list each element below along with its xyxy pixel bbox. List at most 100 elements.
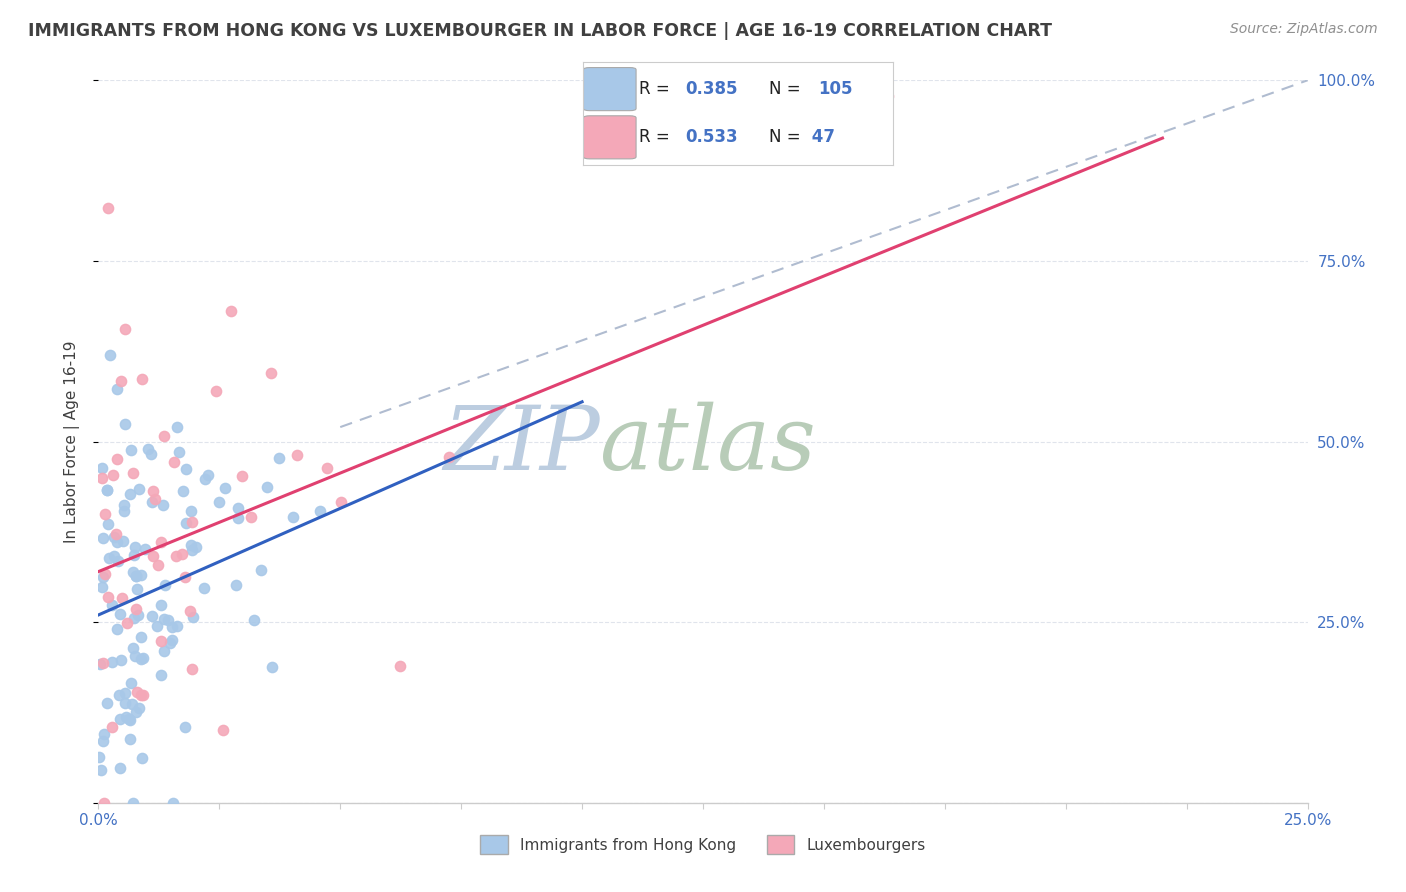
- Point: [122, 641, 145, 656]
- Point: [143, 492, 166, 507]
- Text: IMMIGRANTS FROM HONG KONG VS LUXEMBOURGER IN LABOR FORCE | AGE 16-19 CORRELATION: IMMIGRANTS FROM HONG KONG VS LUXEMBOURGE…: [28, 22, 1052, 40]
- Point: [231, 469, 253, 483]
- Point: [146, 619, 169, 633]
- Point: [256, 480, 278, 494]
- Point: [112, 503, 135, 517]
- Point: [128, 701, 150, 715]
- FancyBboxPatch shape: [583, 116, 636, 159]
- Point: [141, 495, 163, 509]
- Point: [142, 549, 165, 563]
- Point: [124, 602, 146, 616]
- Text: N =: N =: [769, 128, 806, 146]
- Text: Source: ZipAtlas.com: Source: ZipAtlas.com: [1230, 22, 1378, 37]
- Point: [172, 483, 194, 498]
- Point: [110, 374, 132, 388]
- Point: [150, 633, 173, 648]
- Point: [104, 526, 127, 541]
- Point: [121, 697, 143, 711]
- Point: [93, 796, 115, 810]
- Point: [208, 494, 231, 508]
- Point: [166, 420, 188, 434]
- Point: [101, 467, 124, 482]
- Point: [115, 710, 138, 724]
- Point: [127, 685, 149, 699]
- Point: [139, 447, 162, 461]
- Point: [97, 551, 120, 566]
- Point: [330, 495, 353, 509]
- Point: [173, 569, 195, 583]
- Point: [96, 483, 118, 497]
- Point: [108, 688, 131, 702]
- Point: [250, 562, 273, 576]
- Point: [105, 622, 128, 636]
- Point: [197, 467, 219, 482]
- Point: [114, 322, 136, 336]
- Point: [180, 504, 202, 518]
- Point: [134, 542, 156, 557]
- Point: [97, 590, 120, 604]
- Point: [437, 450, 460, 465]
- Point: [131, 630, 153, 644]
- Point: [131, 652, 153, 666]
- Point: [149, 668, 172, 682]
- Point: [141, 609, 163, 624]
- Text: ZIP: ZIP: [444, 401, 600, 489]
- Point: [131, 689, 153, 703]
- Point: [174, 516, 197, 530]
- Point: [122, 611, 145, 625]
- Text: R =: R =: [640, 80, 675, 98]
- Point: [132, 651, 155, 665]
- Point: [184, 540, 207, 554]
- Point: [127, 607, 149, 622]
- Point: [120, 442, 142, 457]
- Point: [110, 761, 132, 775]
- Point: [131, 688, 153, 702]
- Point: [128, 482, 150, 496]
- Point: [111, 591, 134, 606]
- Point: [122, 549, 145, 563]
- Point: [101, 720, 124, 734]
- Point: [287, 448, 309, 462]
- Point: [105, 383, 128, 397]
- Y-axis label: In Labor Force | Age 16-19: In Labor Force | Age 16-19: [63, 340, 80, 543]
- Point: [96, 697, 118, 711]
- Point: [114, 417, 136, 431]
- Point: [165, 549, 187, 563]
- Point: [89, 657, 111, 672]
- Point: [91, 733, 114, 747]
- Point: [91, 657, 114, 671]
- Point: [181, 542, 204, 557]
- Point: [260, 366, 283, 380]
- Point: [136, 442, 159, 457]
- Point: [315, 460, 337, 475]
- Point: [120, 676, 142, 690]
- Point: [193, 582, 215, 596]
- Point: [242, 613, 264, 627]
- Point: [153, 429, 176, 443]
- Point: [153, 612, 176, 626]
- Point: [91, 570, 114, 584]
- Point: [174, 720, 197, 734]
- Point: [91, 471, 114, 485]
- Point: [180, 515, 202, 529]
- Point: [100, 655, 122, 669]
- Point: [87, 749, 110, 764]
- Point: [267, 451, 290, 466]
- Point: [107, 554, 129, 568]
- Point: [877, 89, 900, 103]
- Point: [162, 796, 184, 810]
- Text: R =: R =: [640, 128, 675, 146]
- Point: [115, 616, 138, 631]
- Point: [309, 504, 332, 518]
- Text: 0.533: 0.533: [686, 128, 738, 146]
- Point: [156, 613, 179, 627]
- Point: [131, 372, 153, 386]
- Point: [114, 686, 136, 700]
- Point: [91, 531, 114, 545]
- Point: [94, 566, 117, 581]
- Text: atlas: atlas: [600, 401, 815, 489]
- Point: [179, 603, 201, 617]
- Point: [94, 507, 117, 521]
- Point: [98, 348, 121, 362]
- Point: [142, 483, 165, 498]
